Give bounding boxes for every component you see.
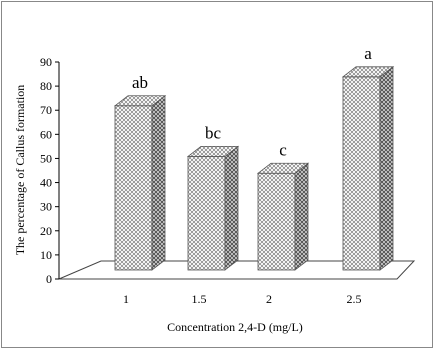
bar-front-face <box>114 105 153 271</box>
y-tick-label: 10 <box>40 248 52 262</box>
bar-side-face <box>224 145 239 271</box>
y-tick-label: 90 <box>40 55 52 69</box>
y-tick-label: 50 <box>40 151 52 165</box>
y-tick-label: 30 <box>40 200 52 214</box>
y-tick-label: 60 <box>40 127 52 141</box>
y-tick-label: 80 <box>40 79 52 93</box>
x-tick-labels: 1 1.5 2 2.5 <box>123 292 362 306</box>
y-tick-label: 0 <box>46 272 52 286</box>
x-axis-title: Concentration 2,4-D (mg/L) <box>167 320 303 334</box>
bar-side-face <box>294 162 309 271</box>
x-tick-label: 1.5 <box>192 292 207 306</box>
bar-1 <box>113 94 167 271</box>
significance-label: c <box>279 140 287 159</box>
bar-top-face <box>341 66 395 78</box>
bar-top-face <box>186 145 240 157</box>
x-tick-label: 2.5 <box>347 292 362 306</box>
bar-front-face <box>257 172 296 271</box>
y-tick-label: 40 <box>40 176 52 190</box>
chart-frame: 0 10 20 30 40 50 60 70 80 90 ab bc c a 1 1.5 2 2.5 The … <box>1 1 433 348</box>
y-tick-label: 70 <box>40 103 52 117</box>
bar-front-face <box>187 155 226 271</box>
y-tick-labels: 0 10 20 30 40 50 60 70 80 90 <box>40 55 59 286</box>
bar-top-face <box>113 95 167 107</box>
bar-top-face <box>256 162 310 174</box>
bar-2.5 <box>341 66 395 271</box>
significance-label: a <box>364 44 372 63</box>
bar-chart: 0 10 20 30 40 50 60 70 80 90 ab bc c a 1 1.5 2 2.5 The … <box>13 44 416 334</box>
significance-label: ab <box>132 73 148 92</box>
bar-side-face <box>379 66 394 271</box>
y-tick-label: 20 <box>40 224 52 238</box>
bar-2 <box>256 162 310 271</box>
x-tick-label: 2 <box>266 292 272 306</box>
significance-label: bc <box>205 123 222 142</box>
significance-labels: ab bc c a <box>132 44 372 159</box>
bar-side-face <box>151 94 166 271</box>
bars <box>113 66 395 271</box>
x-tick-label: 1 <box>123 292 129 306</box>
y-axis-title: The percentage of Callus formation <box>13 85 27 256</box>
bar-1.5 <box>186 145 240 271</box>
bar-front-face <box>342 76 381 271</box>
